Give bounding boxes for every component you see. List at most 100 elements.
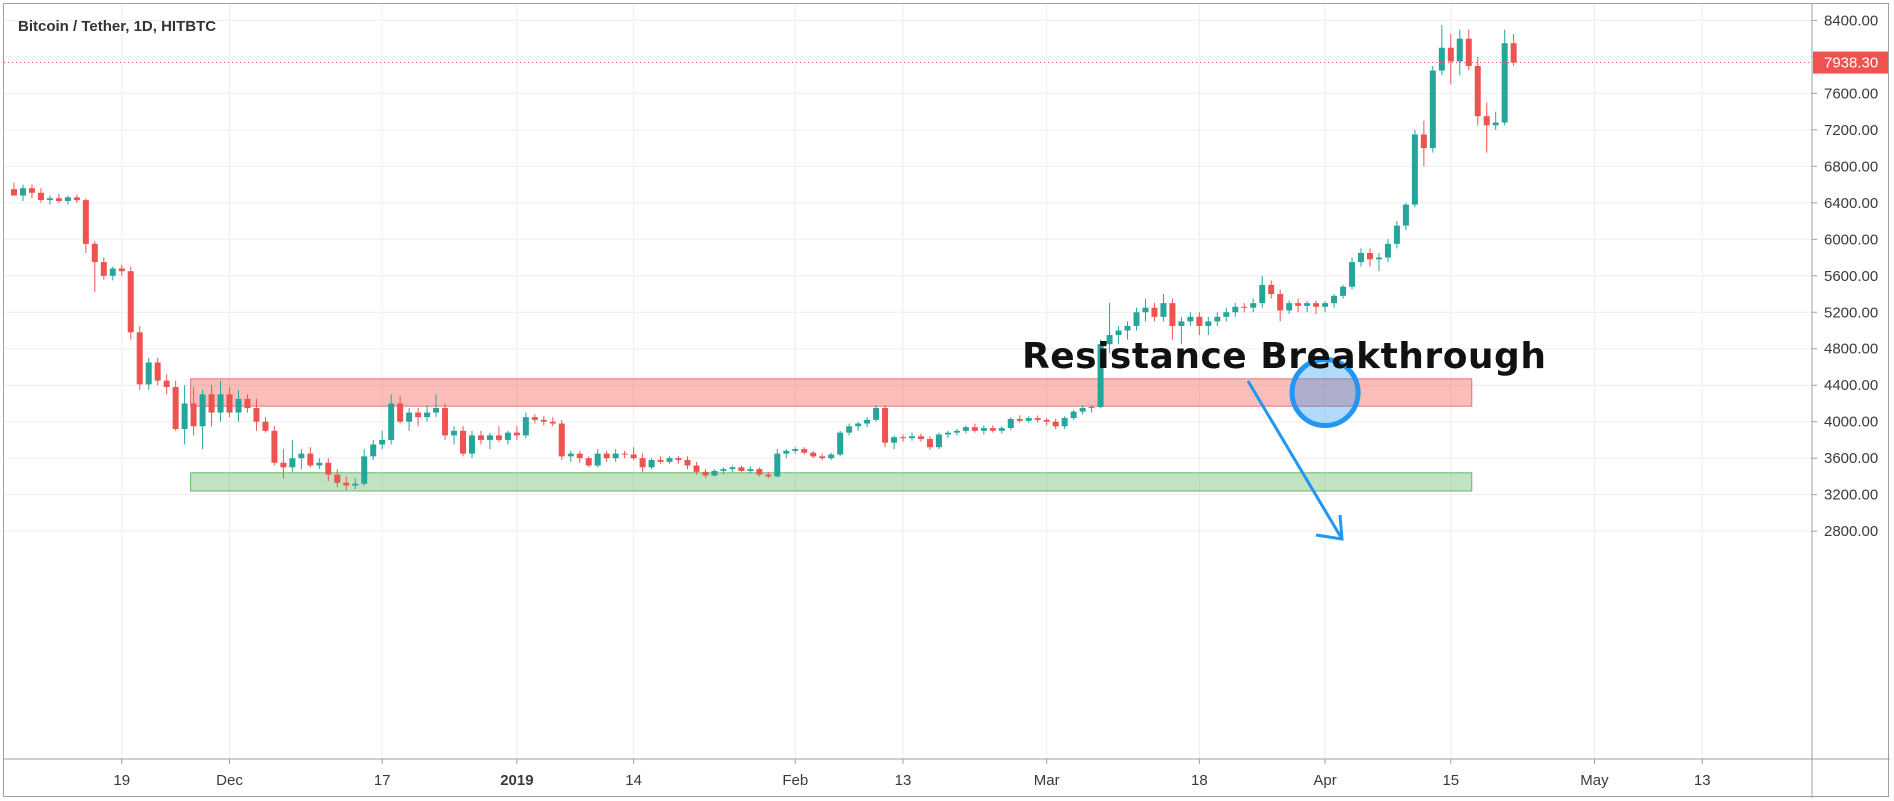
candle-body	[495, 435, 502, 440]
candle-body	[1043, 419, 1050, 422]
candle-body	[451, 430, 458, 436]
candle-body	[1313, 303, 1320, 307]
x-tick-label: 2019	[500, 772, 533, 789]
candle-body	[1250, 303, 1257, 308]
candle-body	[917, 436, 924, 440]
candle-body	[1429, 70, 1436, 149]
annotation-arrowhead	[1315, 514, 1344, 541]
candle-body	[837, 432, 844, 455]
candle-body	[612, 453, 619, 459]
candle-body	[244, 398, 251, 409]
annotation-arrow	[1246, 380, 1344, 540]
candle-body	[486, 435, 493, 440]
candle-body	[226, 394, 233, 413]
x-tick-label: Apr	[1313, 772, 1336, 789]
candle-body	[1178, 321, 1185, 326]
candles	[11, 24, 1517, 491]
candle-body	[28, 188, 35, 193]
candle-body	[989, 428, 996, 431]
candle-body	[73, 197, 80, 201]
candle-body	[873, 408, 880, 420]
chart-plot: 2800.00 3200.00 3600.00 4000.00 4400.00 4800.…	[4, 4, 1890, 798]
candle-body	[603, 453, 610, 459]
candle-body	[1061, 418, 1068, 427]
candle-body	[280, 462, 287, 468]
candle-body	[307, 453, 314, 466]
candle-body	[298, 453, 305, 459]
candle-body	[1268, 284, 1275, 295]
candle-body	[1241, 306, 1248, 308]
y-tick-label: 8400.00	[1824, 12, 1878, 29]
candle-body	[900, 437, 907, 439]
candle-body	[926, 439, 933, 448]
candle-body	[19, 188, 26, 196]
candle-body	[846, 426, 853, 433]
candle-body	[343, 482, 350, 486]
candle-body	[190, 403, 197, 427]
resistance-zone	[190, 378, 1473, 407]
candle-body	[1349, 262, 1356, 287]
candle-body	[1214, 316, 1221, 322]
candle-body	[145, 362, 152, 385]
candle-body	[388, 403, 395, 440]
candle-body	[1465, 38, 1472, 67]
candle-body	[1097, 344, 1104, 408]
candle-body	[549, 421, 556, 424]
candle-body	[172, 387, 179, 429]
candle-body	[980, 428, 987, 431]
y-tick-label: 4800.00	[1824, 341, 1878, 358]
candle-body	[513, 432, 520, 436]
x-tick-label: Mar	[1034, 772, 1060, 789]
candle-body	[460, 430, 466, 454]
candle-body	[1402, 204, 1409, 226]
candle-body	[1160, 303, 1167, 317]
x-tick-label: 18	[1191, 772, 1208, 789]
candle-body	[1483, 116, 1490, 126]
candle-body	[1205, 321, 1212, 326]
x-tick-label: May	[1580, 772, 1609, 789]
candle-body	[1277, 294, 1284, 311]
breakout-circle	[1289, 357, 1361, 429]
candle-body	[540, 419, 547, 422]
chart-title: Bitcoin / Tether, 1D, HITBTC	[18, 18, 217, 35]
candle-body	[433, 408, 440, 413]
candle-body	[1106, 335, 1113, 345]
candle-body	[585, 458, 592, 466]
candle-body	[379, 439, 386, 445]
candle-body	[181, 403, 188, 429]
y-tick-label: 6400.00	[1824, 195, 1878, 212]
chart-frame: 2800.00 3200.00 3600.00 4000.00 4400.00 4800.…	[3, 3, 1890, 798]
candle-body	[1304, 303, 1311, 306]
candle-body	[1447, 47, 1454, 62]
breakout-marker	[1246, 357, 1361, 541]
y-tick-label: 5600.00	[1824, 268, 1878, 285]
candle-body	[998, 428, 1005, 431]
candle-body	[801, 449, 808, 453]
candle-body	[828, 454, 835, 459]
x-tick-label: 13	[895, 772, 912, 789]
candle-body	[46, 198, 53, 201]
candle-body	[522, 417, 529, 436]
candle-body	[1223, 312, 1230, 317]
candle-body	[1079, 408, 1086, 412]
candle-body	[648, 460, 655, 468]
candle-body	[468, 435, 475, 454]
candle-body	[675, 458, 682, 461]
candle-body	[136, 332, 143, 385]
candle-body	[316, 462, 323, 466]
candle-body	[756, 469, 763, 475]
candle-body	[370, 444, 377, 457]
candle-body	[630, 454, 637, 459]
candle-body	[738, 467, 745, 471]
current-price-label: 7938.30	[1824, 55, 1878, 72]
candle-body	[1259, 284, 1266, 304]
x-tick-label: 14	[625, 772, 642, 789]
x-tick-label: Feb	[782, 772, 808, 789]
candle-body	[1420, 134, 1427, 149]
candle-body	[1331, 295, 1338, 304]
candle-body	[783, 450, 790, 454]
candle-body	[702, 471, 709, 476]
candle-body	[1016, 418, 1023, 421]
y-tick-label: 2800.00	[1824, 523, 1878, 540]
candle-body	[1340, 286, 1347, 296]
